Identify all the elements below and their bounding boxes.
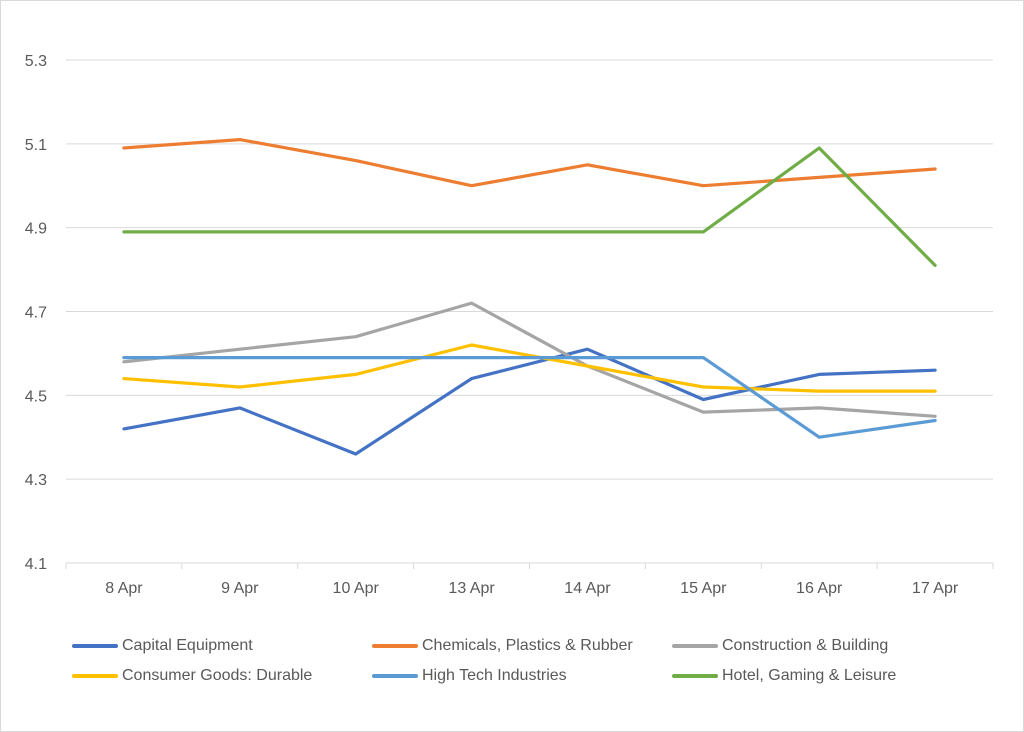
series-consumer-goods-durable [122,343,937,393]
legend-swatch [72,644,118,648]
legend: Capital Equipment Chemicals, Plastics & R… [72,636,972,686]
series-line [122,146,937,267]
x-tick-label: 10 Apr [333,580,380,597]
x-tick-label: 15 Apr [680,580,727,597]
legend-item: Consumer Goods: Durable [72,666,372,686]
y-tick-label: 5.1 [25,137,47,154]
legend-label: Capital Equipment [122,637,253,654]
y-tick-label: 5.3 [25,53,47,70]
series-capital-equipment [122,347,937,456]
y-axis-tick-labels: 4.1 4.3 4.5 4.7 4.9 5.1 5.3 [25,53,47,573]
series-line [122,356,937,439]
series-line [122,343,937,393]
legend-swatch [672,674,718,678]
y-tick-label: 4.1 [25,556,47,573]
series-lines [122,138,937,456]
y-tick-label: 4.3 [25,472,47,489]
legend-swatch [372,674,418,678]
x-tick-label: 16 Apr [796,580,843,597]
x-axis-tick-labels: 8 Apr 9 Apr 10 Apr 13 Apr 14 Apr 15 Apr 16 Apr… [105,580,959,597]
x-tick-label: 17 Apr [912,580,959,597]
series-line [122,138,937,188]
y-tick-label: 4.9 [25,221,47,238]
series-line [122,347,937,456]
gridlines [66,59,993,480]
x-tick-label: 9 Apr [221,580,259,597]
legend-label: Construction & Building [722,637,889,654]
series-high-tech-industries [122,356,937,439]
x-tick-label: 13 Apr [448,580,495,597]
legend-swatch [372,644,418,648]
legend-item: High Tech Industries [372,666,672,686]
legend-label: High Tech Industries [422,667,567,684]
series-line [122,301,937,418]
legend-swatch [72,674,118,678]
x-tick-label: 14 Apr [564,580,611,597]
legend-label: Chemicals, Plastics & Rubber [422,637,633,654]
series-chemicals-plastics-rubber [122,138,937,188]
y-tick-label: 4.7 [25,305,47,322]
series-hotel-gaming-leisure [122,146,937,267]
legend-swatch [672,644,718,648]
legend-label: Consumer Goods: Durable [122,667,313,684]
legend-item: Hotel, Gaming & Leisure [672,666,972,686]
legend-item: Capital Equipment [72,636,372,656]
legend-label: Hotel, Gaming & Leisure [722,667,897,684]
legend-item: Construction & Building [672,636,972,656]
x-tick-label: 8 Apr [105,580,143,597]
y-tick-label: 4.5 [25,388,47,405]
series-construction-building [122,301,937,418]
x-axis [65,562,994,569]
legend-item: Chemicals, Plastics & Rubber [372,636,672,656]
